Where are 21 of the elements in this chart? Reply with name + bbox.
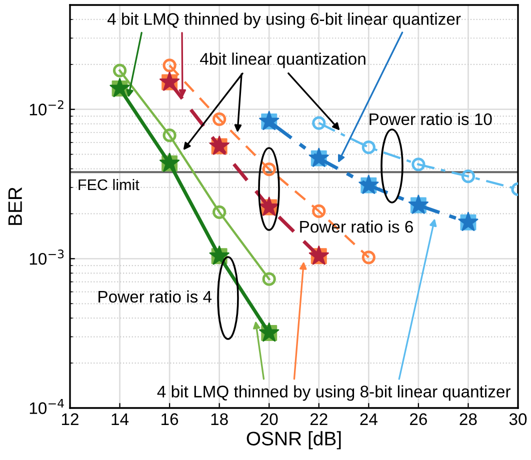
x-tick-label: 26 [410,413,427,426]
annotation: 4 bit LMQ thinned by using 6-bit linear quantizer [107,12,461,28]
annotation: 4bit linear quantization [200,52,366,68]
y-axis-title: BER [8,187,22,225]
y-tick-label: 10$^{−3}$ [30,250,64,265]
x-tick-label: 28 [460,413,477,426]
annotation: 4 bit LMQ thinned by using 8-bit linear quantizer [157,385,511,401]
x-tick-label: 22 [310,413,328,425]
y-tick-label: 10$^{−2}$ [30,100,64,116]
y-tick-label: 10$^{−4}$ [30,399,64,414]
x-tick-label: 20 [260,413,278,426]
annotation: Power ratio is 4 [98,290,212,303]
x-tick-label: 24 [360,413,378,425]
x-tick-label: 16 [162,413,178,426]
x-tick-label: 30 [509,413,527,426]
ref-line-label: FEC limit [78,178,140,190]
x-axis-title: OSNR [dB] [246,431,341,450]
annotation: Power ratio is 10 [370,112,492,126]
x-tick-label: 18 [211,413,228,426]
x-tick-label: 14 [112,413,129,425]
x-tick-label: 12 [62,413,78,425]
